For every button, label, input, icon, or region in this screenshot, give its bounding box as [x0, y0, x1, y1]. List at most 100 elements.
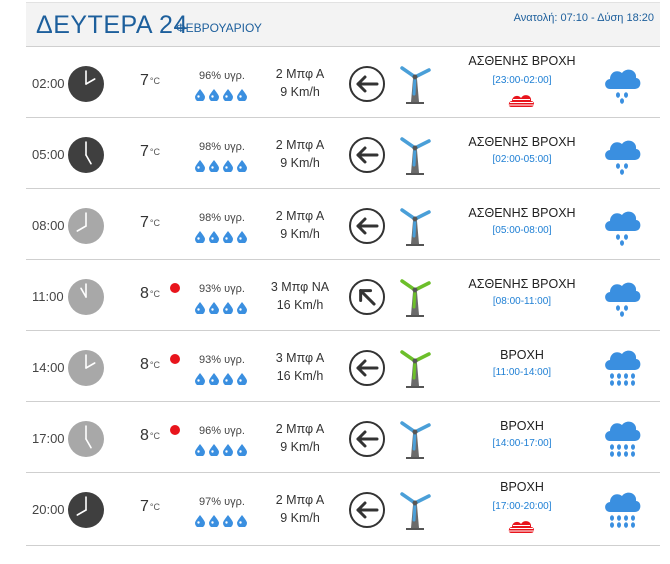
wind-force: 2 Μπφ Α [275, 493, 325, 507]
time-label: 14:00 [32, 360, 65, 375]
time-range: [05:00-08:00] [492, 225, 552, 236]
clock-icon [68, 421, 104, 457]
humidity-label: 98% υγρ. [199, 141, 245, 153]
weather-description: ΑΣΘΕΝΗΣ ΒΡΟΧΗ [468, 277, 576, 291]
day-header: ΔΕΥΤΕΡΑ 24 ΦΕΒΡΟΥΑΡΙΟΥ Ανατολή: 07:10 - … [26, 2, 660, 46]
clock-icon [68, 350, 104, 386]
temperature-unit: °C [149, 502, 161, 512]
radar-cloud-icon [507, 92, 535, 108]
time-label: 11:00 [32, 289, 64, 304]
day-title: ΔΕΥΤΕΡΑ 24 [36, 11, 188, 39]
radar-cloud-icon [507, 518, 535, 534]
wind-speed: 9 Km/h [280, 440, 320, 454]
time-label: 02:00 [32, 76, 65, 91]
humidity-drops-icon [195, 159, 249, 173]
forecast-row: 20:00 7°C 97% υγρ. 2 Μπφ Α 9 Km/h ΒΡΟΧΗ [17:00… [26, 472, 660, 546]
wind-speed: 9 Km/h [280, 227, 320, 241]
wind-info: 2 Μπφ Α 9 Km/h [258, 207, 342, 243]
humidity-label: 93% υγρ. [199, 354, 245, 366]
wind-speed: 16 Km/h [276, 298, 324, 312]
wind-turbine-icon [398, 205, 432, 247]
weather-description: ΑΣΘΕΝΗΣ ΒΡΟΧΗ [468, 54, 576, 68]
wind-info: 2 Μπφ Α 9 Km/h [258, 136, 342, 172]
temperature-value: 7 [140, 498, 149, 515]
wind-info: 2 Μπφ Α 9 Km/h [258, 65, 342, 101]
temperature-unit: °C [149, 431, 161, 441]
clock-icon [68, 137, 104, 173]
time-range: [02:00-05:00] [492, 154, 552, 165]
clock-icon [68, 492, 104, 528]
temperature-unit: °C [149, 289, 161, 299]
temperature-value: 7 [140, 72, 149, 89]
clock-icon [68, 279, 104, 315]
forecast-row: 14:00 8°C 93% υγρ. 3 Μπφ Α 16 Km/h ΒΡΟΧΗ [11:0… [26, 330, 660, 401]
wind-force: 3 Μπφ ΝΑ [270, 280, 330, 294]
temperature-value: 8 [140, 285, 149, 302]
sunrise-sunset: Ανατολή: 07:10 - Δύση 18:20 [513, 12, 654, 24]
temperature: 7°C [140, 498, 160, 516]
temperature-unit: °C [149, 218, 161, 228]
wind-speed: 9 Km/h [280, 156, 320, 170]
temperature: 8°C [140, 427, 160, 445]
rain-cloud-icon [602, 346, 642, 390]
wind-direction-arrow-icon [348, 491, 386, 529]
temperature-value: 7 [140, 214, 149, 231]
temperature-unit: °C [149, 360, 161, 370]
wind-turbine-icon [398, 134, 432, 176]
rain-cloud-icon [602, 488, 642, 532]
wind-force: 2 Μπφ Α [275, 67, 325, 81]
humidity-drops-icon [195, 514, 249, 528]
humidity-drops-icon [195, 443, 249, 457]
weather-description: ΒΡΟΧΗ [500, 348, 544, 362]
warning-dot [170, 425, 180, 435]
humidity-drops-icon [195, 88, 249, 102]
wind-turbine-icon [398, 276, 432, 318]
time-label: 17:00 [32, 431, 65, 446]
temperature-value: 8 [140, 427, 149, 444]
humidity-label: 98% υγρ. [199, 212, 245, 224]
time-label: 08:00 [32, 218, 65, 233]
wind-direction-arrow-icon [348, 207, 386, 245]
wind-info: 2 Μπφ Α 9 Km/h [258, 491, 342, 527]
weather-description: ΒΡΟΧΗ [500, 419, 544, 433]
wind-direction-arrow-icon [348, 420, 386, 458]
forecast-row: 17:00 8°C 96% υγρ. 2 Μπφ Α 9 Km/h ΒΡΟΧΗ [14:00… [26, 401, 660, 472]
temperature: 8°C [140, 285, 160, 303]
humidity-label: 96% υγρ. [199, 425, 245, 437]
wind-force: 2 Μπφ Α [275, 422, 325, 436]
temperature-value: 8 [140, 356, 149, 373]
humidity-label: 96% υγρ. [199, 70, 245, 82]
humidity-drops-icon [195, 230, 249, 244]
clock-icon [68, 66, 104, 102]
wind-direction-arrow-icon [348, 136, 386, 174]
light-rain-cloud-icon [602, 65, 642, 109]
month-label: ΦΕΒΡΟΥΑΡΙΟΥ [176, 21, 262, 35]
wind-direction-arrow-icon [348, 278, 386, 316]
wind-turbine-icon [398, 418, 432, 460]
humidity-label: 93% υγρ. [199, 283, 245, 295]
weather-description: ΒΡΟΧΗ [500, 480, 544, 494]
wind-turbine-icon [398, 63, 432, 105]
forecast-row: 11:00 8°C 93% υγρ. 3 Μπφ ΝΑ 16 Km/h ΑΣΘΕΝΗΣ Β… [26, 259, 660, 330]
wind-turbine-icon [398, 347, 432, 389]
time-range: [11:00-14:00] [492, 367, 552, 378]
light-rain-cloud-icon [602, 207, 642, 251]
wind-force: 2 Μπφ Α [275, 209, 325, 223]
wind-force: 3 Μπφ Α [275, 351, 325, 365]
time-range: [23:00-02:00] [492, 75, 552, 86]
time-label: 05:00 [32, 147, 65, 162]
time-range: [14:00-17:00] [492, 438, 552, 449]
time-range: [08:00-11:00] [492, 296, 552, 307]
weather-description: ΑΣΘΕΝΗΣ ΒΡΟΧΗ [468, 135, 576, 149]
time-label: 20:00 [32, 502, 65, 517]
forecast-row: 08:00 7°C 98% υγρ. 2 Μπφ Α 9 Km/h ΑΣΘΕΝΗΣ ΒΡΟ… [26, 188, 660, 259]
clock-icon [68, 208, 104, 244]
time-range: [17:00-20:00] [492, 501, 552, 512]
light-rain-cloud-icon [602, 136, 642, 180]
wind-direction-arrow-icon [348, 65, 386, 103]
humidity-drops-icon [195, 372, 249, 386]
warning-dot [170, 354, 180, 364]
wind-speed: 16 Km/h [276, 369, 324, 383]
weather-description: ΑΣΘΕΝΗΣ ΒΡΟΧΗ [468, 206, 576, 220]
